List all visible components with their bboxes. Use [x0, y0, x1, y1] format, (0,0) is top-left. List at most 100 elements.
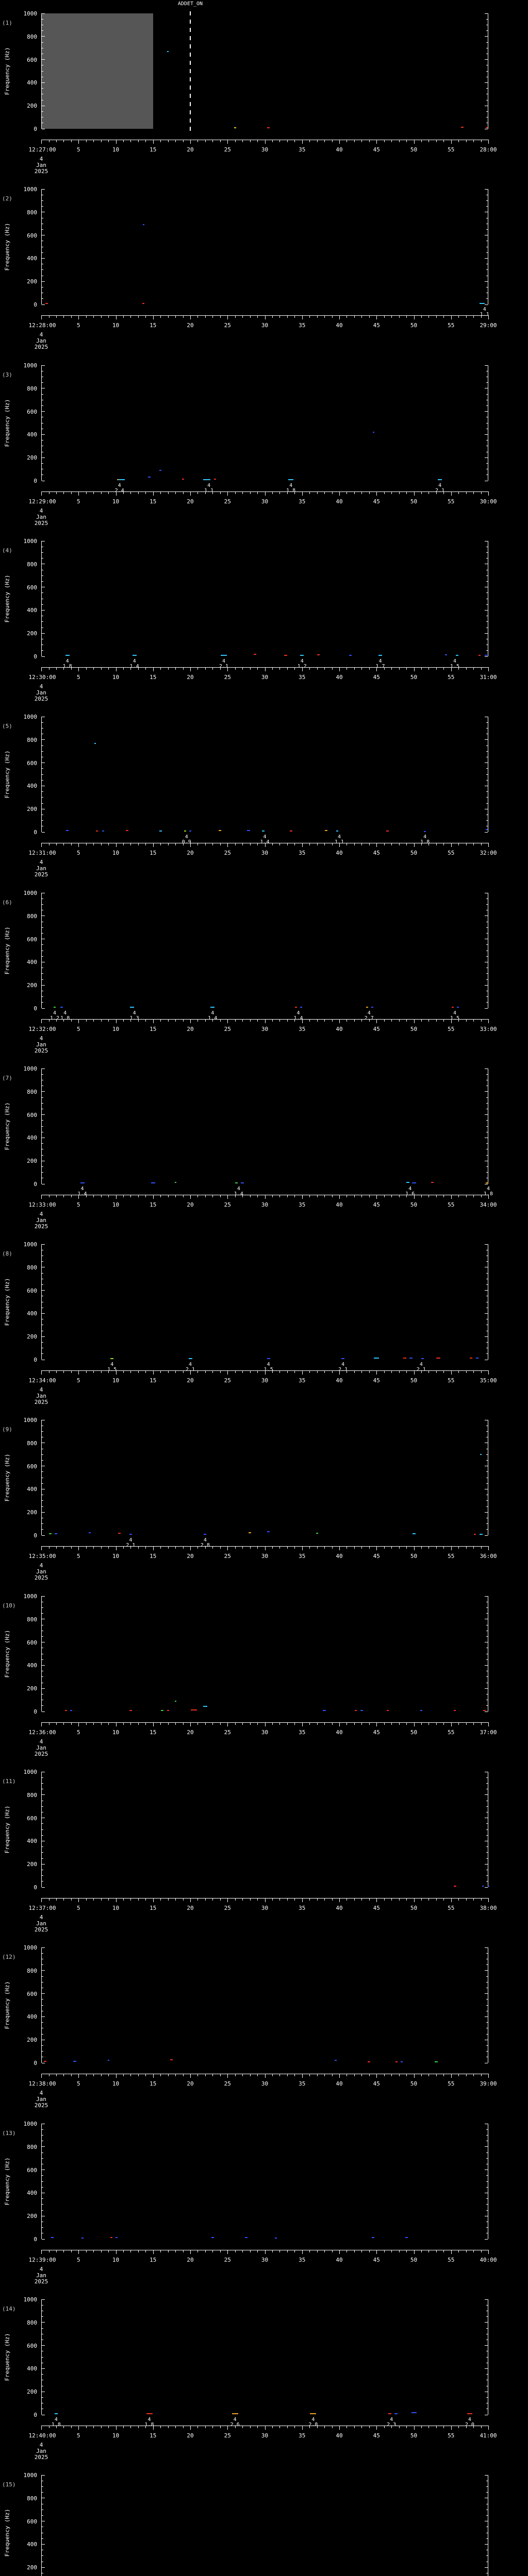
x-tick — [197, 2250, 199, 2252]
x-tick — [414, 1547, 415, 1550]
freq-axis-title: Frequency (Hz) — [4, 926, 11, 975]
x-tick — [361, 2074, 362, 2076]
x-tick — [451, 1371, 452, 1375]
x-tick — [473, 2074, 474, 2076]
y-tick — [42, 1471, 43, 1472]
y-tick-right — [486, 1852, 488, 1853]
event-marker — [480, 1454, 482, 1455]
event-count-label: 4 — [486, 1186, 490, 1192]
x-tick — [220, 1020, 221, 1022]
x-tick — [116, 1899, 117, 1902]
event-marker — [394, 2413, 398, 2414]
x-tick — [153, 2074, 154, 2078]
x-tick-label: 10 — [112, 2432, 120, 2439]
event-marker — [246, 829, 250, 831]
event-marker — [267, 1531, 270, 1532]
x-tick-label: 50 — [410, 1026, 418, 1032]
x-tick — [317, 1020, 318, 1022]
x-tick — [116, 1195, 117, 1199]
x-tick — [265, 2074, 266, 2078]
x-tick — [175, 140, 176, 142]
x-tick — [466, 668, 467, 670]
x-tick — [197, 2074, 199, 2076]
event-marker — [474, 1533, 476, 1535]
y-tick — [42, 1887, 45, 1888]
y-tick-right — [486, 1783, 488, 1784]
event-marker — [221, 654, 227, 656]
x-tick — [302, 1723, 303, 1726]
x-tick — [376, 1899, 377, 1902]
event-marker — [118, 1533, 121, 1534]
x-tick — [481, 1371, 482, 1373]
x-tick — [153, 668, 154, 671]
x-tick — [220, 2250, 221, 2252]
x-tick — [361, 1020, 362, 1022]
x-tick — [108, 492, 109, 494]
x-axis-line — [41, 1898, 489, 1899]
event-count-label: 4 — [337, 834, 341, 840]
event-count-label: 4 — [300, 658, 304, 664]
x-tick — [309, 1723, 310, 1725]
x-tick — [443, 2426, 444, 2428]
x-tick — [205, 1195, 206, 1197]
x-tick — [354, 2250, 355, 2252]
event-marker — [184, 831, 186, 832]
x-tick — [235, 1020, 236, 1022]
y-tick — [42, 1342, 43, 1343]
x-tick — [123, 492, 124, 494]
x-tick — [473, 1723, 474, 1725]
x-tick — [227, 492, 228, 496]
event-marker — [203, 1705, 207, 1707]
x-tick — [458, 668, 459, 670]
x-tick — [116, 140, 117, 144]
x-tick — [71, 1723, 72, 1725]
event-marker — [189, 831, 191, 832]
y-tick-right — [486, 111, 488, 112]
x-tick-label: 25 — [224, 674, 231, 681]
y-tick — [42, 2322, 45, 2323]
y-tick-label: 800 — [27, 385, 37, 392]
x-tick — [481, 1020, 482, 1022]
x-tick — [101, 843, 102, 845]
x-tick — [71, 1899, 72, 1901]
y-tick-right — [485, 1512, 488, 1513]
x-tick — [354, 1547, 355, 1549]
y-axis-line — [41, 1420, 42, 1535]
date-year-label: 2025 — [34, 2454, 48, 2461]
x-tick-label: 55 — [448, 146, 455, 153]
y-tick-right — [486, 1166, 488, 1167]
x-tick — [153, 316, 154, 319]
x-tick — [458, 1547, 459, 1549]
y-tick — [42, 1794, 45, 1795]
x-tick — [376, 1020, 377, 1023]
y-tick-right — [486, 1273, 488, 1274]
y-axis-line — [41, 1069, 42, 1184]
x-tick — [421, 2250, 422, 2252]
event-value-label: 2.3 — [387, 2422, 397, 2428]
y-tick-label: 0 — [34, 1532, 37, 1539]
y-tick — [42, 1097, 43, 1098]
x-tick — [309, 492, 310, 494]
x-tick — [108, 1723, 109, 1725]
x-tick — [130, 1371, 131, 1373]
x-tick — [160, 2426, 161, 2428]
y-tick — [42, 774, 43, 775]
date-month-label: Jan — [36, 162, 46, 168]
x-tick — [41, 492, 42, 496]
y-tick-right — [486, 2045, 488, 2046]
x-tick-label: 15 — [150, 1729, 157, 1736]
x-tick — [332, 668, 333, 670]
x-tick — [384, 1371, 385, 1373]
x-tick — [168, 316, 169, 318]
y-axis-line — [41, 2299, 42, 2415]
x-tick — [48, 140, 50, 142]
x-tick — [130, 668, 131, 670]
x-tick — [265, 1020, 266, 1023]
x-tick-label: 45 — [373, 2080, 380, 2087]
y-tick-right — [486, 745, 488, 746]
panel-index-label: (11) — [2, 1778, 16, 1785]
y-tick-right — [486, 768, 488, 769]
x-tick — [406, 316, 407, 318]
event-value-label: 1.4 — [77, 1191, 87, 1197]
event-value-label: 2.4 — [114, 488, 124, 494]
